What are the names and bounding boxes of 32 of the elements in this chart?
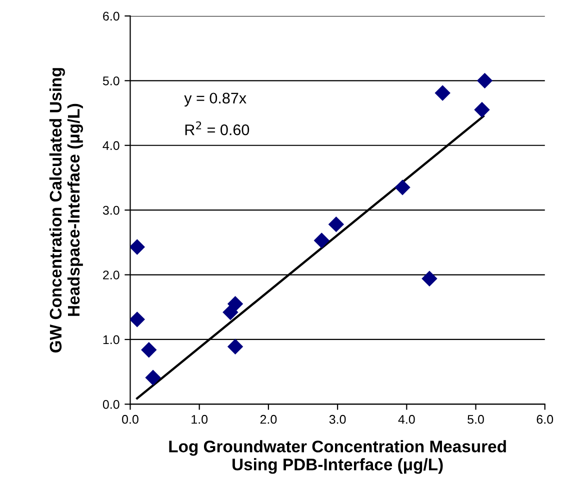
point — [328, 216, 344, 232]
point — [422, 271, 438, 286]
y-tick-label: 1.0 — [103, 335, 120, 344]
point — [130, 312, 145, 327]
annotation: R$^{2}$ = 0.60 — [185, 121, 250, 136]
point — [474, 102, 490, 118]
point — [222, 304, 238, 320]
y-tick-label: 6.0 — [103, 12, 120, 21]
point — [228, 296, 243, 312]
point — [145, 370, 161, 386]
point — [130, 239, 145, 255]
y-tick-label: 5.0 — [102, 76, 120, 86]
point — [477, 73, 492, 88]
x-tick-label: 1.0 — [192, 414, 208, 424]
point — [141, 342, 156, 358]
x-tick-label: 4.0 — [398, 414, 415, 424]
annotation: y = 0.87x — [184, 92, 246, 107]
x-tick-label: 3.0 — [329, 414, 346, 424]
point — [228, 339, 243, 354]
y-axis-title: GW Concentration Calculated Using Headspace-Interface (μg/L) — [49, 68, 83, 352]
y-tick-label: 4.0 — [102, 141, 120, 150]
point — [314, 232, 330, 248]
y-tick-label: 0.0 — [102, 400, 120, 409]
x-tick-label: 2.0 — [260, 414, 277, 424]
y-tick-label: 3.0 — [102, 206, 120, 215]
x-tick-label: 5.0 — [468, 414, 484, 424]
x-axis-title: Log Groundwater Concentration Measured Using PDB-Interface (μg/L) — [169, 440, 506, 474]
y-tick-label: 2.0 — [103, 270, 120, 280]
x-tick-label: 0.0 — [122, 414, 138, 424]
x-tick-label: 6.0 — [536, 414, 554, 424]
point — [394, 180, 410, 196]
point — [435, 85, 450, 101]
